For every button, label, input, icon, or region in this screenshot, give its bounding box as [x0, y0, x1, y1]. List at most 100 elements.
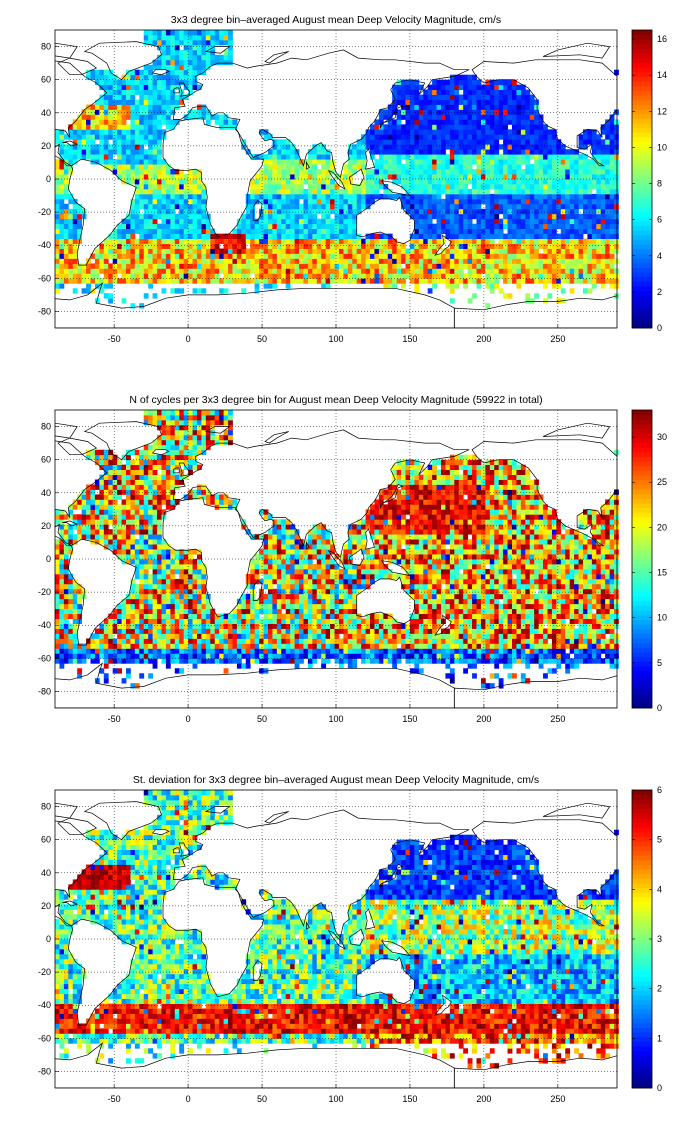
heatmap-bin [299, 638, 304, 644]
heatmap-bin [112, 238, 118, 244]
heatmap-bin [565, 638, 571, 644]
heatmap-bin [179, 268, 185, 274]
heatmap-bin [396, 154, 402, 160]
heatmap-bin [547, 183, 553, 190]
heatmap-bin [139, 179, 145, 185]
heatmap-bin [161, 238, 167, 244]
heatmap-bin [480, 94, 486, 100]
heatmap-bin [81, 119, 87, 125]
heatmap-bin [609, 273, 615, 279]
heatmap-bin [241, 228, 247, 235]
heatmap-bin [143, 179, 149, 185]
heatmap-bin [414, 253, 420, 259]
heatmap-bin [130, 164, 136, 170]
heatmap-bin [383, 233, 389, 239]
heatmap-bin [516, 94, 522, 100]
heatmap-bin [436, 119, 442, 125]
heatmap-bin [534, 183, 540, 190]
heatmap-bin [94, 99, 100, 105]
heatmap-bin [196, 49, 202, 56]
heatmap-bin [423, 273, 429, 279]
heatmap-bin [543, 169, 548, 175]
heatmap-bin [387, 154, 393, 160]
heatmap-bin [157, 648, 162, 654]
heatmap-bin [387, 648, 393, 654]
heatmap-bin [299, 233, 304, 239]
heatmap-bin [511, 144, 517, 150]
heatmap-bin [267, 283, 273, 289]
heatmap-bin [476, 643, 482, 649]
heatmap-bin [574, 263, 579, 269]
heatmap-bin [303, 268, 309, 274]
heatmap-bin [219, 34, 224, 41]
heatmap-bin [281, 263, 287, 269]
heatmap-bin [259, 278, 264, 284]
heatmap-bin [312, 253, 318, 259]
heatmap-bin [472, 203, 477, 210]
heatmap-bin [409, 188, 415, 195]
heatmap-bin [560, 159, 566, 165]
heatmap-bin [543, 193, 548, 200]
heatmap-bin [436, 273, 442, 279]
heatmap-bin [307, 193, 313, 200]
heatmap-bin [143, 79, 149, 86]
heatmap-bin [232, 238, 238, 244]
heatmap-bin [347, 233, 353, 239]
heatmap-bin [94, 154, 100, 160]
heatmap-bin [99, 124, 105, 130]
heatmap-bin [325, 198, 331, 205]
heatmap-bin [157, 119, 162, 125]
heatmap-bin [520, 84, 526, 90]
heatmap-bin [534, 208, 540, 215]
heatmap-bin [472, 188, 477, 195]
heatmap-bin [498, 114, 504, 120]
heatmap-bin [387, 283, 393, 289]
heatmap-bin [503, 114, 508, 120]
heatmap-bin [321, 149, 327, 155]
heatmap-bin [529, 238, 535, 244]
heatmap-bin [316, 198, 322, 205]
colorbar-segment [632, 151, 652, 157]
heatmap-bin [117, 99, 122, 105]
heatmap-bin [458, 174, 464, 180]
heatmap-bin [520, 213, 526, 220]
heatmap-bin [547, 193, 553, 200]
heatmap-bin [449, 79, 455, 86]
heatmap-bin [259, 174, 264, 180]
heatmap-bin [525, 263, 531, 269]
heatmap-bin [596, 278, 602, 284]
heatmap-bin [565, 223, 571, 230]
heatmap-bin [134, 643, 140, 649]
heatmap-bin [387, 109, 393, 115]
colorbar-tick-label: 4 [657, 251, 662, 261]
heatmap-bin [605, 273, 611, 279]
heatmap-bin [529, 203, 535, 210]
heatmap-bin [152, 84, 158, 90]
heatmap-bin [250, 218, 256, 225]
heatmap-bin [347, 223, 353, 230]
heatmap-bin [600, 643, 606, 649]
heatmap-bin [59, 129, 65, 135]
heatmap-bin [569, 208, 575, 215]
heatmap-bin [125, 248, 131, 254]
heatmap-bin [458, 183, 464, 190]
heatmap-bin [525, 89, 531, 95]
heatmap-bin [134, 99, 140, 105]
heatmap-bin [436, 84, 442, 90]
heatmap-bin [165, 243, 171, 249]
heatmap-bin [325, 149, 331, 155]
heatmap-bin [507, 648, 513, 654]
heatmap-bin [498, 144, 504, 150]
heatmap-bin [365, 129, 371, 135]
heatmap-bin [600, 243, 606, 249]
heatmap-bin [463, 104, 469, 110]
heatmap-bin [596, 658, 602, 664]
heatmap-bin [596, 258, 602, 264]
heatmap-bin [303, 258, 309, 264]
heatmap-bin [458, 223, 464, 230]
heatmap-bin [392, 144, 398, 150]
heatmap-bin [503, 223, 508, 230]
heatmap-bin [272, 283, 278, 289]
heatmap-bin [103, 134, 109, 140]
heatmap-bin [55, 653, 60, 659]
